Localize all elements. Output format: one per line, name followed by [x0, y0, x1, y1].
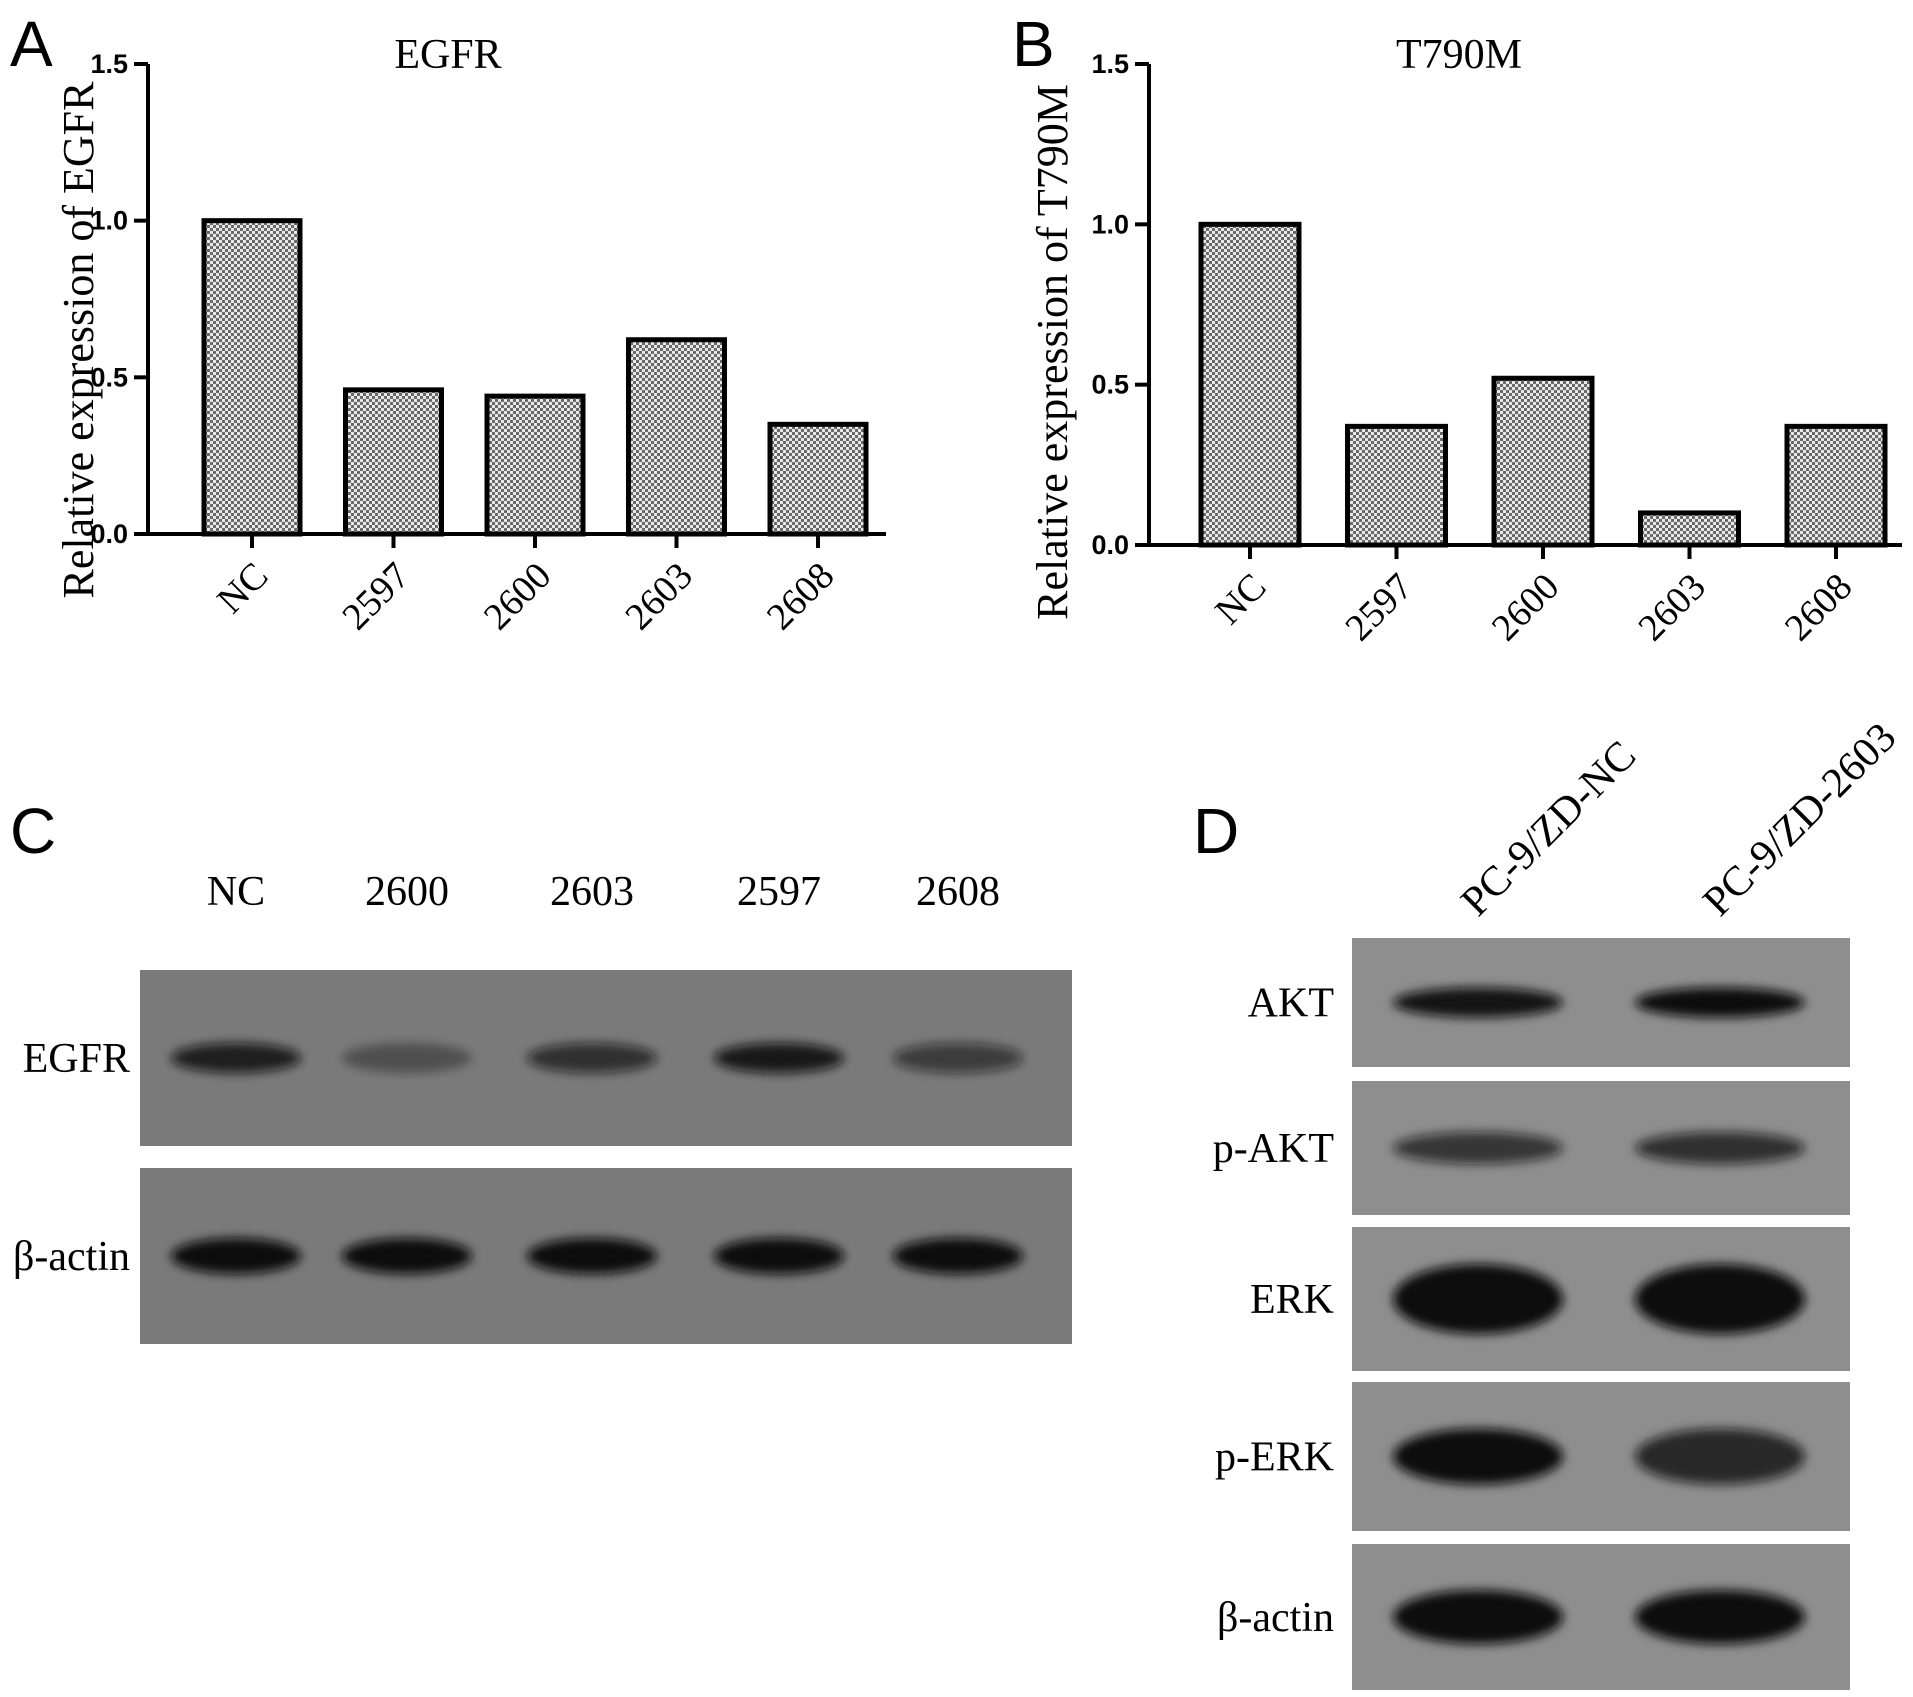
- blot-row: AKT: [1248, 938, 1850, 1067]
- y-tick-label: 1.0: [90, 206, 128, 236]
- blot-row: EGFR: [23, 970, 1072, 1146]
- blot-band: [1393, 987, 1563, 1018]
- panel-label-a: A: [10, 8, 53, 80]
- bar-NC: [1198, 221, 1302, 548]
- y-tick-label: 0.0: [90, 519, 128, 549]
- x-tick-label: 2608: [759, 555, 842, 638]
- western-blot-d: PC-9/ZD-NC PC-9/ZD-2603 AKT p-AKT ERK p-ERK β…: [1213, 714, 1906, 1690]
- blot-row: β-actin: [1217, 1544, 1850, 1690]
- x-tick-label: NC: [1207, 566, 1274, 633]
- blot-band: [1393, 1428, 1563, 1485]
- y-axis-label: Relative expression of T790M: [1028, 84, 1077, 620]
- blot-band: [171, 1043, 301, 1073]
- lane-label: PC-9/ZD-2603: [1695, 714, 1906, 925]
- bar-group: [1198, 221, 1888, 548]
- blot-band: [714, 1238, 844, 1274]
- row-label: p-ERK: [1215, 1435, 1334, 1481]
- lane-label: 2603: [550, 869, 634, 915]
- blot-band: [527, 1238, 657, 1274]
- x-tick-label: 2600: [1484, 566, 1567, 649]
- x-tick-label: NC: [209, 555, 276, 622]
- blot-band: [1635, 1590, 1805, 1644]
- bar-group: [201, 218, 869, 537]
- bar-2608: [1784, 423, 1888, 548]
- blot-band: [1635, 1428, 1805, 1485]
- x-ticks: NC 2597 2600 2603 2608: [209, 534, 842, 638]
- bar-NC: [201, 218, 303, 537]
- y-tick-label: 1.0: [1091, 209, 1129, 239]
- blot-band: [1393, 1264, 1563, 1334]
- blot-band: [1635, 1132, 1805, 1164]
- blot-band: [527, 1043, 657, 1073]
- panel-label-d: D: [1193, 795, 1239, 867]
- panel-label-b: B: [1012, 8, 1055, 80]
- blot-row: β-actin: [13, 1168, 1072, 1344]
- y-ticks: 0.0 0.5 1.0 1.5: [1091, 49, 1149, 560]
- x-tick-label: 2597: [334, 555, 417, 638]
- western-blot-c: NC 2600 2603 2597 2608 EGFR β-actin: [13, 869, 1072, 1344]
- blot-band: [1393, 1132, 1563, 1164]
- bar-2600: [1491, 375, 1595, 548]
- blot-band: [1393, 1590, 1563, 1644]
- x-tick-label: 2600: [476, 555, 559, 638]
- row-label: EGFR: [23, 1036, 130, 1082]
- lane-label: NC: [207, 869, 265, 915]
- y-tick-label: 1.5: [90, 49, 128, 79]
- row-label: ERK: [1250, 1277, 1334, 1323]
- row-label: p-AKT: [1213, 1126, 1334, 1172]
- blot-band: [1635, 1264, 1805, 1334]
- blot-row: ERK: [1250, 1227, 1850, 1371]
- blot-band: [1635, 987, 1805, 1018]
- bar-2608: [767, 421, 869, 537]
- lane-label: PC-9/ZD-NC: [1453, 732, 1646, 925]
- blot-band: [714, 1043, 844, 1073]
- bar-2603: [1638, 510, 1741, 548]
- blot-rows: EGFR β-actin: [13, 970, 1072, 1344]
- chart-t790m: T790M Relative expression of T790M 0.00.…: [1028, 32, 1902, 649]
- blot-band: [342, 1238, 472, 1274]
- y-tick-label: 0.5: [1091, 370, 1129, 400]
- chart-title: EGFR: [394, 32, 501, 78]
- lane-label: 2608: [916, 869, 1000, 915]
- y-tick-label: 0.5: [90, 362, 128, 392]
- chart-title: T790M: [1396, 32, 1522, 78]
- blot-row: p-AKT: [1213, 1081, 1850, 1215]
- row-label: β-actin: [13, 1234, 130, 1280]
- bar-2603: [626, 337, 727, 537]
- chart-egfr: EGFR Relative expression of EGFR 0.0 0.5 1…: [54, 32, 886, 638]
- blot-row: p-ERK: [1215, 1382, 1850, 1531]
- x-tick-label: 2597: [1337, 566, 1420, 649]
- y-tick-label: 1.5: [1091, 49, 1129, 79]
- y-ticks: 0.0 0.5 1.0 1.5: [90, 49, 148, 549]
- row-label: β-actin: [1217, 1595, 1334, 1641]
- blot-band: [342, 1043, 472, 1073]
- bar-2597: [343, 387, 444, 537]
- lane-labels: NC 2600 2603 2597 2608: [207, 869, 1000, 915]
- blot-band: [893, 1238, 1023, 1274]
- blot-band: [893, 1043, 1023, 1073]
- bar-2600: [484, 393, 586, 537]
- lane-label: 2600: [365, 869, 449, 915]
- y-axis-label: Relative expression of EGFR: [54, 81, 103, 599]
- y-tick-label: 0.0: [1091, 530, 1129, 560]
- x-tick-label: 2608: [1777, 566, 1860, 649]
- row-label: AKT: [1248, 981, 1334, 1027]
- lane-label: 2597: [737, 869, 821, 915]
- panel-label-c: C: [10, 795, 56, 867]
- x-tick-label: 2603: [617, 555, 700, 638]
- bar-2597: [1345, 423, 1448, 548]
- blot-band: [171, 1238, 301, 1274]
- x-tick-label: 2603: [1630, 566, 1713, 649]
- lane-labels: PC-9/ZD-NC PC-9/ZD-2603: [1453, 714, 1906, 925]
- blot-rows: AKT p-AKT ERK p-ERK β-actin: [1213, 938, 1850, 1690]
- x-ticks: NC 2597 2600 2603 2608: [1207, 545, 1860, 649]
